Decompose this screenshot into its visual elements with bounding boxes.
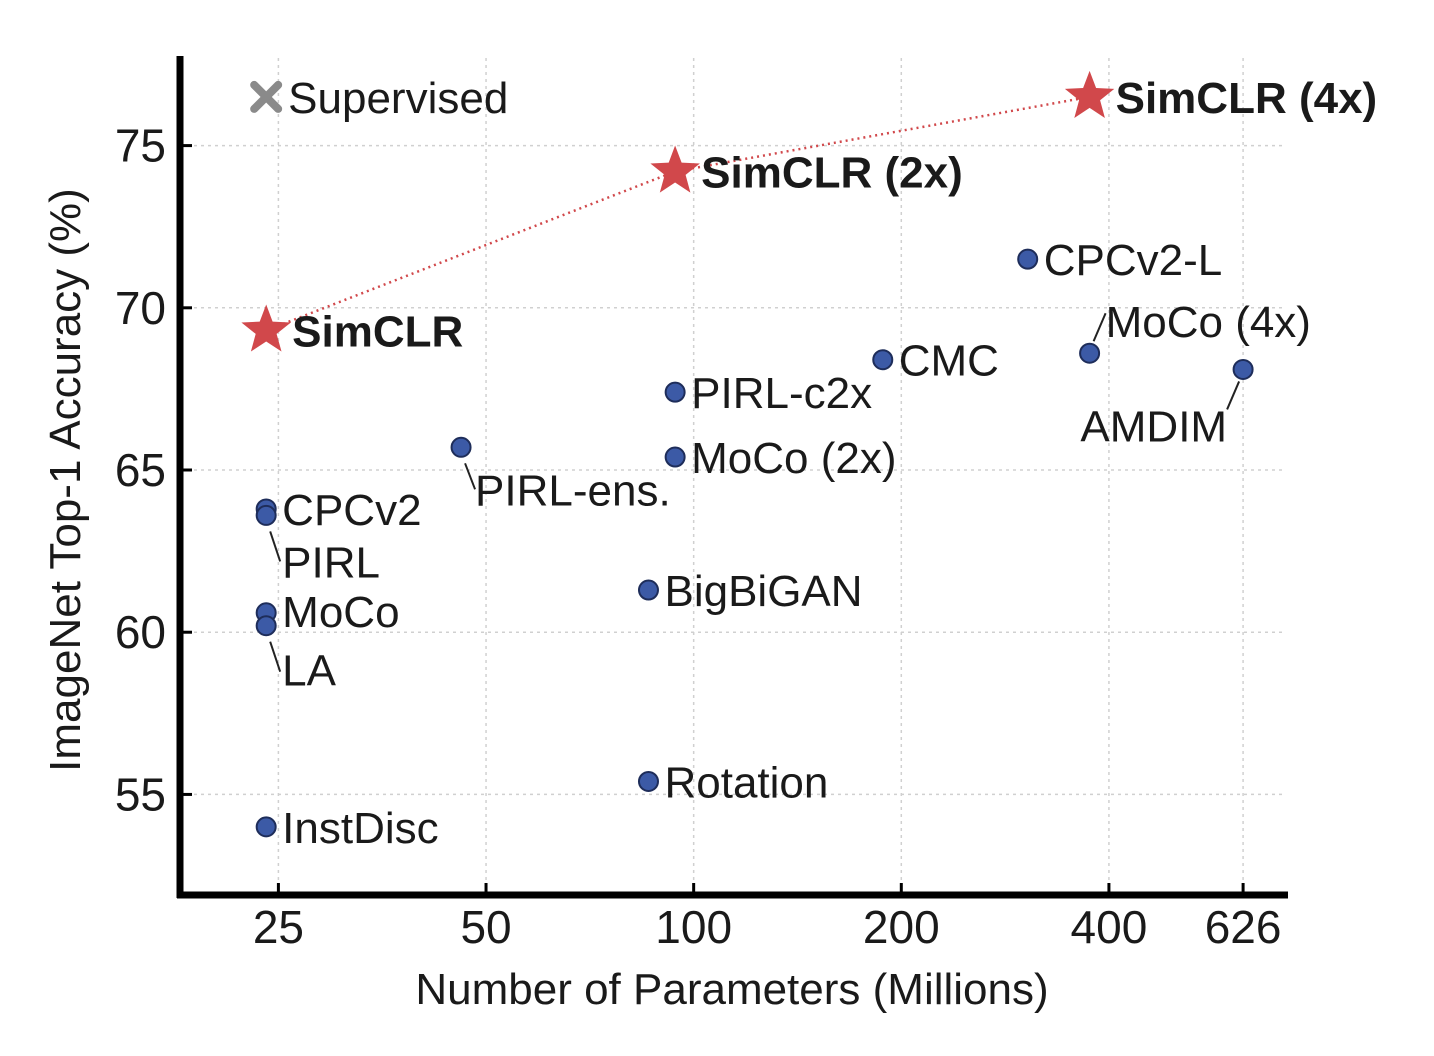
x-tick-label: 400 [1071,901,1148,953]
y-tick-label: 65 [115,444,166,496]
tick-labels: 25 50 100 200 400 626 55 60 65 70 75 [115,120,1282,953]
x-tick-label: 50 [460,901,511,953]
y-axis-title: ImageNet Top-1 Accuracy (%) [41,188,90,772]
point-label-simclr: SimCLR [292,308,463,357]
grid [180,58,1285,895]
leader-line-moco-4x [1092,312,1107,342]
point-label-cpcv2-l: CPCv2-L [1044,236,1223,285]
leader-line-pirl [269,531,282,562]
star-marker-simclr [241,304,291,352]
point-label-moco-2x: MoCo (2x) [691,434,896,483]
star-marker-simclr-4x [1064,70,1115,118]
point-label-simclr-4x: SimCLR (4x) [1116,74,1378,123]
point-marker-cmc [872,349,894,371]
leader-line-amdim [1226,381,1241,410]
point-label-cpcv2: CPCv2 [282,486,421,535]
point-label-pirl-ens: PIRL-ens. [475,466,671,515]
point-marker-moco-4x [1079,342,1101,364]
simclr-connector [265,95,1090,332]
x-tick-label: 25 [253,901,304,953]
cross-stroke [250,80,283,113]
point-label-moco-4x: MoCo (4x) [1106,298,1311,347]
point-label-pirl-c2x: PIRL-c2x [691,369,872,418]
point-label-la: LA [282,647,336,696]
leader-lines [269,312,1241,673]
point-marker-rotation [637,770,659,792]
point-label-supervised: Supervised [288,74,508,123]
point-marker-cpcv2-l [1017,248,1039,270]
point-label-amdim: AMDIM [1080,402,1227,451]
point-label-instdisc: InstDisc [282,804,438,853]
point-marker-moco-2x [664,446,686,468]
x-tick-label: 100 [655,901,732,953]
y-tick-label: 60 [115,606,166,658]
point-label-simclr-2x: SimCLR (2x) [701,149,963,198]
cross-marker-supervised [250,80,283,113]
x-tick-label: 200 [863,901,940,953]
point-marker-la [255,615,277,637]
axes [176,56,1288,899]
y-tick-label: 75 [115,120,166,172]
leader-line-la [269,641,282,673]
point-label-cmc: CMC [899,337,999,386]
x-axis-title: Number of Parameters (Millions) [415,965,1048,1014]
point-label-bigbigan: BigBiGAN [664,567,862,616]
point-marker-pirl-c2x [664,381,686,403]
y-tick-label: 70 [115,282,166,334]
point-labels: SimCLR SimCLR (2x) SimCLR (4x) Supervised CP… [282,74,1377,853]
point-marker-pirl [255,504,277,526]
y-tick-label: 55 [115,768,166,820]
star-marker-simclr-2x [650,145,700,193]
simclr-dotted-line [265,95,1090,332]
point-label-pirl: PIRL [282,538,380,587]
point-marker-pirl-ens [450,436,472,458]
point-marker-instdisc [255,816,277,838]
point-marker-amdim [1232,358,1254,380]
point-marker-bigbigan [637,579,659,601]
point-label-moco: MoCo [282,588,399,637]
x-tick-label: 626 [1205,901,1282,953]
data-points [241,70,1254,838]
leader-line-pirl-ens [464,462,476,490]
point-label-rotation: Rotation [664,758,828,807]
